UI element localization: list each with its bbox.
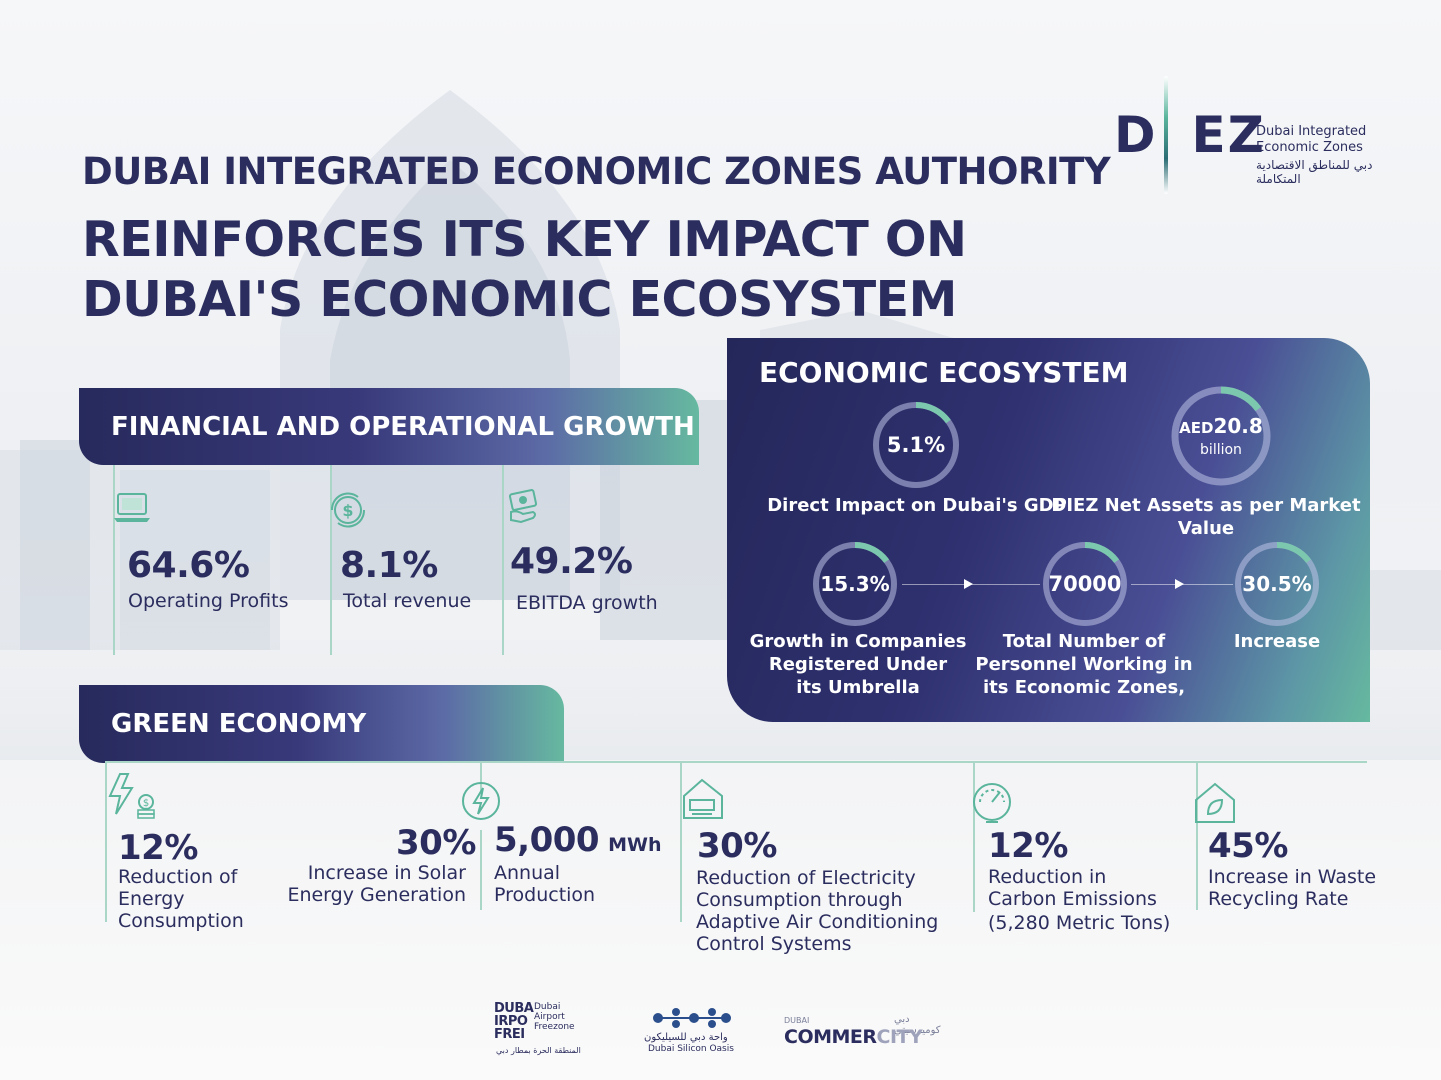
silicon-oasis-mark xyxy=(653,1008,731,1028)
companies-ring-graphic xyxy=(813,542,897,626)
recycling-house-icon xyxy=(1195,782,1235,823)
carbon-gauge-icon xyxy=(973,783,1011,823)
divider xyxy=(1196,762,1198,910)
total-revenue-value: 8.1% xyxy=(340,545,438,586)
operating-profits-label: Operating Profits xyxy=(128,590,289,612)
increase-label: Increase xyxy=(1233,631,1321,652)
dubai-airport-freezone-logo: DUBA IRPO FREI Dubai Airport Freezone ال… xyxy=(494,1001,581,1055)
divider xyxy=(330,465,332,655)
solar-power-icon xyxy=(462,782,500,820)
personnel-value: 70000 xyxy=(1048,572,1122,596)
gdp-ring: 5.1% xyxy=(871,400,961,490)
divider xyxy=(105,762,107,922)
svg-text:$: $ xyxy=(342,501,353,520)
electricity-reduction-label: Reduction of Electricity Consumption thr… xyxy=(696,867,939,955)
arrow-right-icon xyxy=(964,579,973,589)
solar-increase-label: Increase in Solar Energy Generation xyxy=(287,862,466,906)
energy-reduction-label: Reduction of Energy Consumption xyxy=(118,866,244,932)
companies-label: Growth in Companies Registered Under its… xyxy=(749,631,967,698)
assets-ring: AED20.8 billion xyxy=(1169,384,1273,488)
ebitda-label: EBITDA growth xyxy=(516,592,658,614)
total-revenue-label: Total revenue xyxy=(343,590,472,612)
electricity-reduction-value: 30% xyxy=(697,826,777,866)
svg-text:$: $ xyxy=(143,798,149,809)
energy-reduction-value: 12% xyxy=(118,828,198,868)
divider xyxy=(973,762,975,912)
economic-ecosystem-panel: ECONOMIC ECOSYSTEM 5.1% Direct Impact on… xyxy=(727,338,1370,722)
green-economy-divider xyxy=(105,761,1367,763)
gdp-value: 5.1% xyxy=(886,433,946,457)
increase-ring: 30.5% xyxy=(1233,540,1321,628)
green-economy-header: GREEN ECONOMY xyxy=(79,685,564,763)
solar-increase-value: 30% xyxy=(396,823,476,863)
diez-logo: D EZ Dubai Integrated Economic Zones دبي … xyxy=(1114,76,1384,196)
ebitda-value: 49.2% xyxy=(510,541,633,582)
logo-letters: D EZ xyxy=(1114,106,1266,164)
page-title-line1: DUBAI INTEGRATED ECONOMIC ZONES AUTHORIT… xyxy=(82,150,1111,193)
divider xyxy=(680,762,682,922)
laptop-icon xyxy=(114,493,150,522)
carbon-reduction-value: 12% xyxy=(988,826,1068,866)
personnel-label: Total Number of Personnel Working in its… xyxy=(975,631,1193,698)
increase-ring-graphic xyxy=(1235,542,1319,626)
dollar-cycle-icon: $ xyxy=(330,492,366,528)
waste-recycling-label: Increase in Waste Recycling Rate xyxy=(1208,866,1377,910)
companies-value: 15.3% xyxy=(820,572,890,596)
carbon-reduction-label: Reduction in Carbon Emissions (5,280 Met… xyxy=(988,866,1171,934)
divider xyxy=(480,830,482,910)
air-conditioning-house-icon xyxy=(683,778,723,819)
page-title-line2: REINFORCES ITS KEY IMPACT ON DUBAI'S ECO… xyxy=(82,211,967,328)
personnel-ring: 70000 xyxy=(1041,540,1129,628)
logo-name: Dubai Integrated Economic Zones xyxy=(1256,124,1367,155)
gdp-ring-graphic xyxy=(873,402,959,488)
increase-value: 30.5% xyxy=(1242,572,1312,596)
dubai-silicon-oasis-logo: واحة دبي للسيليكون Dubai Silicon Oasis xyxy=(640,1006,740,1058)
dubai-commercity-logo: DUBAI دبي كوميرسيتي COMMERCITY xyxy=(784,1014,941,1048)
companies-ring: 15.3% xyxy=(811,540,899,628)
operating-profits-value: 64.6% xyxy=(127,545,250,586)
arrow-right-icon xyxy=(1175,579,1184,589)
assets-ring-graphic xyxy=(1171,386,1271,486)
divider xyxy=(502,465,504,655)
divider xyxy=(113,465,115,655)
gdp-label: Direct Impact on Dubai's GDP xyxy=(767,495,1067,516)
annual-production-label: Annual Production xyxy=(494,862,596,906)
energy-coins-icon: $ xyxy=(108,773,155,819)
logo-bar xyxy=(1164,76,1168,194)
logo-arabic: دبي للمناطق الاقتصادية المتكاملة xyxy=(1256,158,1373,186)
annual-production-value: 5,000 MWh xyxy=(494,820,662,860)
economic-ecosystem-header: ECONOMIC ECOSYSTEM xyxy=(759,356,1129,389)
assets-value-block: AED20.8 billion xyxy=(1179,414,1263,458)
financial-growth-header: FINANCIAL AND OPERATIONAL GROWTH xyxy=(79,388,699,465)
waste-recycling-value: 45% xyxy=(1208,826,1288,866)
money-hand-icon xyxy=(508,489,538,524)
assets-label: DIEZ Net Assets as per Market Value xyxy=(1051,495,1361,539)
divider xyxy=(480,762,482,792)
personnel-ring-graphic xyxy=(1043,542,1127,626)
